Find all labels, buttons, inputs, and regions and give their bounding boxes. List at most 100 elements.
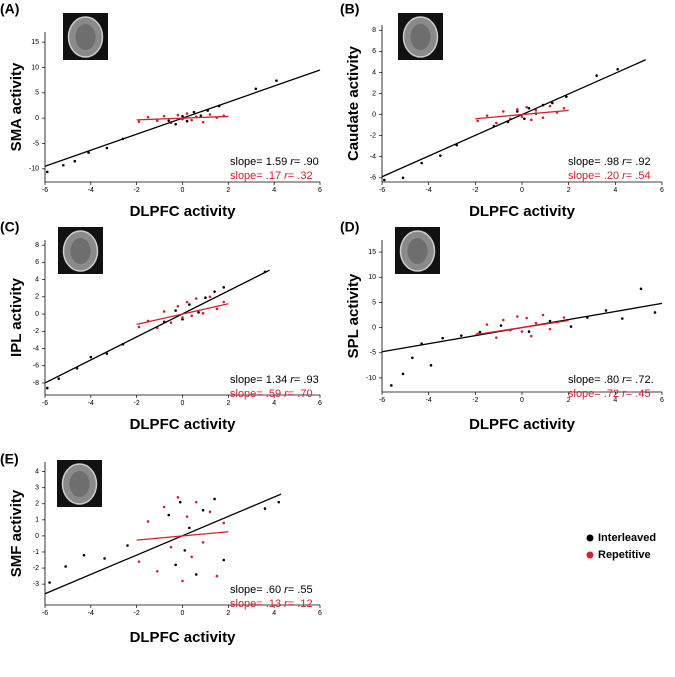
y-tick-label: 0 [372, 111, 376, 118]
y-tick-label: 4 [35, 276, 39, 283]
x-tick-label: -2 [472, 187, 478, 194]
legend-marker [586, 534, 594, 542]
point [137, 560, 141, 563]
point [520, 330, 524, 333]
point [548, 104, 552, 108]
x-tick-label: 6 [318, 610, 322, 617]
fit-line [136, 115, 229, 121]
point [485, 114, 489, 117]
point [530, 334, 533, 338]
x-tick-label: 6 [660, 397, 664, 404]
brain-detail [407, 238, 428, 264]
annotation-part: = .93 [294, 374, 319, 386]
point [411, 356, 414, 360]
x-tick-label: 2 [226, 610, 230, 617]
fit-line [136, 303, 229, 326]
point [181, 114, 184, 118]
x-tick-label: 4 [613, 397, 617, 404]
annotation: slope= .60 r= .55 [230, 584, 313, 596]
x-axis-label: DLPFC activity [130, 416, 237, 433]
point [178, 500, 182, 504]
point [146, 115, 150, 119]
annotation-part: = .70 [288, 388, 313, 400]
fit-line [381, 59, 646, 178]
point [534, 321, 538, 325]
x-tick-label: -2 [134, 400, 140, 407]
annotation-part: r [290, 156, 295, 168]
y-tick-label: 0 [35, 533, 39, 540]
x-tick-label: 2 [226, 400, 230, 407]
point [176, 305, 180, 308]
y-tick-label: -10 [29, 166, 39, 173]
point [185, 119, 189, 123]
point [527, 106, 531, 110]
point [383, 178, 386, 182]
y-tick-label: 4 [372, 69, 376, 76]
annotation: slope= .13 r= .12 [230, 598, 313, 610]
annotation-part: slope= .13 [230, 598, 284, 610]
legend-label: Repetitive [598, 549, 651, 561]
point [181, 579, 184, 583]
point [174, 563, 177, 567]
y-tick-label: 10 [31, 64, 39, 71]
point [213, 290, 216, 293]
annotation-part: = .92 [626, 156, 651, 168]
point [541, 313, 545, 317]
point [174, 122, 177, 126]
point [73, 159, 77, 163]
annotation-part: slope= .60 [230, 584, 284, 596]
point [460, 334, 463, 337]
annotation-part: slope= .80 [568, 374, 622, 386]
point [190, 118, 193, 122]
annotation: slope= 1.59 r= .90 [230, 156, 319, 168]
point [188, 526, 191, 530]
annotation: slope= .98 r= .92 [568, 156, 651, 168]
brain-detail [69, 471, 90, 497]
point [169, 321, 173, 324]
point [390, 384, 393, 387]
annotation-part: r [622, 374, 627, 386]
point [502, 318, 505, 322]
x-tick-label: 2 [567, 397, 571, 404]
annotation-part: slope= 1.34 [230, 374, 290, 386]
x-tick-label: 2 [567, 187, 571, 194]
x-tick-label: -4 [88, 610, 94, 617]
annotation: slope= .80 r= .72. [568, 374, 654, 386]
point [62, 163, 65, 167]
point [103, 557, 106, 560]
annotation-part: r [290, 374, 295, 386]
point [126, 544, 129, 547]
y-axis-label: IPL activity [8, 277, 25, 357]
point [565, 95, 568, 98]
point [183, 549, 187, 552]
y-tick-label: 1 [35, 517, 39, 524]
panel-label: (D) [340, 219, 359, 235]
panel-label: (E) [0, 451, 19, 467]
point [222, 521, 226, 525]
point [176, 113, 180, 117]
y-tick-label: -10 [366, 375, 376, 382]
x-tick-label: 4 [272, 400, 276, 407]
x-tick-label: 0 [181, 400, 185, 407]
y-tick-label: 4 [35, 468, 39, 475]
point [137, 325, 141, 329]
point [199, 114, 203, 117]
point [185, 515, 189, 518]
point [604, 309, 608, 312]
y-tick-label: 2 [372, 90, 376, 97]
point [525, 105, 528, 109]
annotation-part: slope= .17 [230, 170, 284, 182]
annotation-part: = .55 [288, 584, 313, 596]
x-tick-label: 0 [520, 187, 524, 194]
y-tick-label: 0 [35, 115, 39, 122]
point [222, 300, 226, 304]
legend-marker [586, 551, 594, 559]
point [541, 116, 545, 120]
point [401, 372, 405, 376]
point [169, 545, 173, 549]
point [621, 317, 624, 320]
point [222, 558, 226, 562]
annotation-part: = .12 [288, 598, 313, 610]
y-tick-label: -4 [33, 345, 39, 352]
brain-detail [410, 24, 431, 50]
